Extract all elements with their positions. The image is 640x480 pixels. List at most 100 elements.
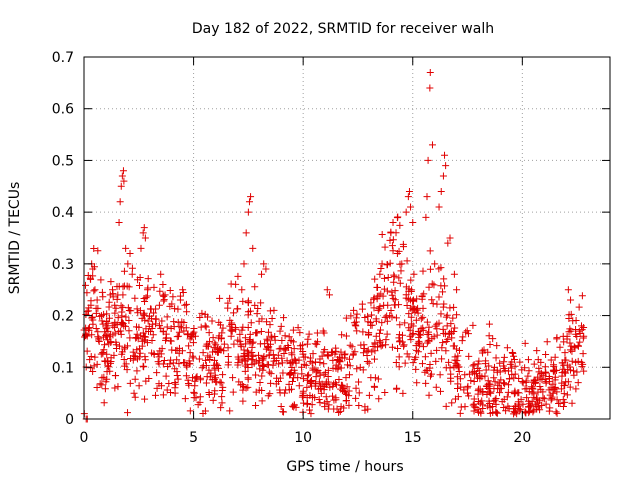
data-point — [428, 335, 436, 343]
data-point — [479, 404, 487, 412]
data-point — [401, 319, 409, 327]
data-point — [231, 324, 239, 332]
data-point — [122, 244, 130, 252]
data-point — [121, 343, 129, 351]
data-point — [526, 407, 534, 415]
data-point — [292, 403, 300, 411]
data-point — [173, 356, 181, 364]
data-point — [376, 337, 384, 345]
data-point — [384, 261, 392, 269]
data-point — [491, 396, 499, 404]
data-point — [445, 330, 453, 338]
data-point — [279, 369, 287, 377]
data-point — [277, 402, 285, 410]
data-point — [140, 337, 148, 345]
data-point — [270, 306, 278, 314]
data-point — [285, 333, 293, 341]
data-point — [198, 309, 206, 317]
data-point — [103, 318, 111, 326]
data-point — [307, 378, 315, 386]
data-point — [130, 352, 138, 360]
data-point — [470, 361, 478, 369]
data-point — [575, 327, 583, 335]
data-point — [340, 404, 348, 412]
data-point — [358, 300, 366, 308]
data-point — [442, 347, 450, 355]
data-point — [546, 374, 554, 382]
data-point — [389, 218, 397, 226]
data-point — [255, 386, 263, 394]
data-point — [92, 324, 100, 332]
data-point — [173, 371, 181, 379]
data-point — [299, 375, 307, 383]
data-point — [239, 323, 247, 331]
data-point — [199, 409, 207, 417]
data-point — [178, 347, 186, 355]
data-point — [141, 333, 149, 341]
data-point — [392, 359, 400, 367]
data-point — [249, 338, 257, 346]
data-point — [182, 300, 190, 308]
data-point — [268, 315, 276, 323]
data-point — [166, 302, 174, 310]
data-point — [353, 327, 361, 335]
data-point — [419, 343, 427, 351]
data-point — [551, 353, 559, 361]
data-point — [233, 305, 241, 313]
data-point — [367, 299, 375, 307]
data-point — [414, 348, 422, 356]
data-point — [374, 306, 382, 314]
data-point — [388, 242, 396, 250]
data-point — [380, 285, 388, 293]
data-point — [381, 313, 389, 321]
data-point — [518, 377, 526, 385]
data-point — [202, 379, 210, 387]
data-point — [137, 244, 145, 252]
data-point — [97, 276, 105, 284]
y-axis-label: SRMTID / TECUs — [7, 182, 23, 295]
data-point — [547, 396, 555, 404]
data-point — [553, 396, 561, 404]
data-point — [189, 352, 197, 360]
data-point — [573, 368, 581, 376]
data-point — [230, 309, 238, 317]
data-point — [240, 352, 248, 360]
data-point — [91, 286, 99, 294]
data-point — [135, 282, 143, 290]
data-point — [311, 366, 319, 374]
data-point — [406, 332, 414, 340]
data-point — [228, 327, 236, 335]
data-point — [93, 360, 101, 368]
data-point — [89, 272, 97, 280]
data-point — [453, 286, 461, 294]
data-point — [451, 356, 459, 364]
data-point — [311, 380, 319, 388]
data-point — [272, 357, 280, 365]
data-point — [400, 341, 408, 349]
data-point — [562, 369, 570, 377]
data-point — [258, 372, 266, 380]
data-point — [446, 234, 454, 242]
data-point — [419, 324, 427, 332]
data-point — [546, 391, 554, 399]
data-point — [503, 393, 511, 401]
data-point — [172, 347, 180, 355]
data-point — [363, 357, 371, 365]
data-point — [346, 341, 354, 349]
data-point — [178, 318, 186, 326]
data-point — [408, 286, 416, 294]
data-point — [496, 359, 504, 367]
data-point — [126, 250, 134, 258]
data-point — [162, 334, 170, 342]
data-point — [555, 400, 563, 408]
data-point — [579, 350, 587, 358]
data-point — [335, 408, 343, 416]
data-point — [276, 327, 284, 335]
data-point — [218, 399, 226, 407]
data-point — [418, 360, 426, 368]
data-point — [346, 355, 354, 363]
data-point — [117, 182, 125, 190]
data-point — [447, 377, 455, 385]
data-point — [295, 382, 303, 390]
data-point — [332, 381, 340, 389]
